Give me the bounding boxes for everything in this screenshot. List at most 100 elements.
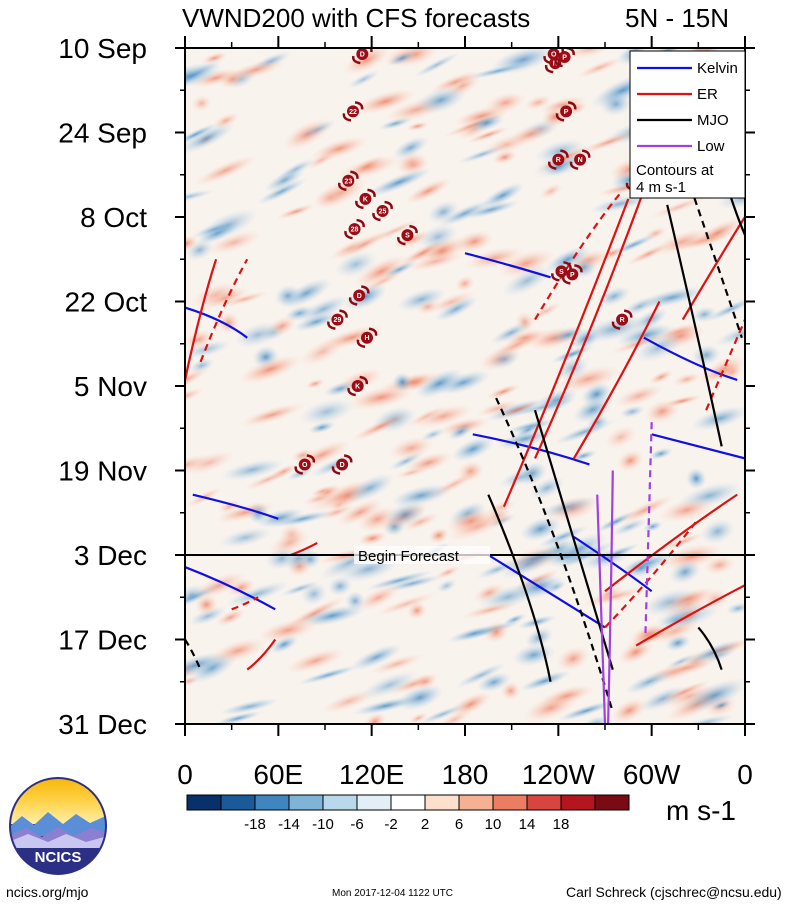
heatmap-cell	[304, 378, 326, 390]
storm-marker: P	[555, 101, 577, 122]
heatmap-cell	[224, 58, 287, 82]
storm-core	[376, 204, 389, 217]
storm-label: P	[570, 272, 575, 279]
storm-core	[558, 51, 571, 64]
heatmap-cell	[613, 383, 665, 408]
heatmap-cell	[417, 223, 459, 251]
heatmap-cell	[691, 344, 722, 366]
heatmap-cell	[220, 458, 285, 481]
forecast-label: Begin Forecast	[358, 548, 460, 565]
heatmap-cell	[367, 218, 423, 244]
heatmap-cell	[648, 447, 674, 460]
heatmap-cell	[649, 617, 702, 645]
heatmap-cell	[412, 673, 438, 690]
contour-er	[290, 541, 318, 557]
heatmap-cell	[501, 264, 553, 297]
storm-swirl-arm	[348, 297, 358, 306]
storm-swirl-arm	[351, 55, 361, 65]
heatmap-cell	[185, 675, 201, 687]
contour-low	[607, 470, 614, 724]
heatmap-cell	[454, 229, 495, 254]
heatmap-cell	[436, 578, 457, 593]
heatmap-cell	[572, 396, 613, 424]
heatmap-cell	[185, 387, 206, 405]
storm-swirl-arm	[350, 170, 359, 179]
colorbar-swatch	[560, 794, 596, 811]
heatmap-cell	[537, 496, 599, 518]
heatmap-cell	[451, 436, 495, 462]
heatmap-cell	[616, 323, 676, 348]
storm-swirl-arm	[347, 387, 356, 397]
forecast-label-bg	[354, 546, 490, 564]
contour-er	[185, 258, 218, 381]
contour-layer	[185, 168, 745, 724]
heatmap-cell	[463, 246, 526, 271]
heatmap-cell	[520, 516, 562, 542]
heatmap-cell	[503, 328, 547, 348]
heatmap-cell	[185, 122, 219, 147]
heatmap-cell	[191, 571, 248, 600]
colorbar-swatch	[492, 794, 528, 811]
storm-swirl-arm	[356, 339, 366, 348]
contour-mjo	[666, 204, 723, 447]
heatmap-cell	[201, 51, 228, 65]
heatmap-cell	[308, 421, 336, 434]
chart-title: VWND200 with CFS forecasts	[182, 3, 530, 33]
generation-timestamp: Mon 2017-12-04 1122 UTC	[332, 888, 453, 899]
storm-swirl-arm	[384, 200, 393, 210]
storm-core	[298, 458, 311, 471]
storm-marker: S	[397, 224, 418, 246]
heatmap-cell	[274, 284, 302, 308]
storm-swirl-arm	[567, 101, 577, 110]
storm-swirl-arm	[356, 218, 365, 228]
heatmap-cell	[466, 126, 511, 144]
storm-swirl-arm	[344, 230, 353, 240]
heatmap-cell	[283, 547, 313, 570]
storm-swirl-arm	[554, 58, 563, 68]
heatmap-cell	[355, 583, 402, 612]
storm-label: D	[340, 462, 345, 469]
contour-kelvin	[472, 433, 590, 466]
heatmap-cell	[219, 698, 280, 716]
storm-marker: D	[331, 454, 353, 475]
heatmap-cell	[312, 186, 348, 210]
contour-er	[604, 493, 738, 593]
heatmap-cell	[592, 542, 641, 565]
heatmap-cell	[353, 254, 410, 289]
heatmap-cell	[616, 449, 645, 472]
storm-swirl-arm	[551, 273, 560, 282]
heatmap-cell	[403, 451, 454, 475]
heatmap-cell	[555, 532, 607, 565]
heatmap-cell	[550, 344, 595, 364]
heatmap-cell	[275, 203, 317, 220]
storm-marker: 29	[327, 309, 348, 330]
contour-er	[681, 216, 745, 321]
heatmap-cell	[671, 372, 702, 387]
storm-swirl-arm	[337, 182, 347, 192]
heatmap-cell	[484, 91, 527, 115]
storm-marker: R	[547, 149, 569, 170]
storm-swirl-arm	[355, 200, 364, 210]
heatmap-cell	[363, 712, 387, 724]
storm-label: 29	[334, 317, 342, 324]
heatmap-cell	[268, 529, 311, 557]
heatmap-cell	[554, 364, 623, 394]
heatmap-cell	[514, 311, 536, 333]
heatmap-cell	[336, 367, 385, 394]
colorbar-label: -18	[244, 816, 266, 833]
heatmap-cell	[625, 242, 672, 266]
storm-label: O	[302, 462, 308, 469]
ncics-logo: NCICS	[9, 777, 107, 875]
heatmap-cell	[577, 129, 641, 155]
heatmap-cell	[669, 559, 702, 585]
author-credit: Carl Schreck (cjschrec@ncsu.edu)	[566, 884, 782, 900]
contour-er	[604, 518, 700, 629]
colorbar: -18 -14 -10 -6 -2 2 6 10 14 18	[186, 794, 630, 833]
heatmap-cell	[623, 558, 659, 579]
storm-marker: D	[351, 48, 373, 65]
heatmap-cell	[661, 532, 706, 551]
heatmap-cell	[353, 88, 418, 115]
heatmap-cell	[512, 643, 556, 667]
heatmap-cell	[505, 122, 556, 147]
contour-kelvin	[573, 535, 653, 593]
